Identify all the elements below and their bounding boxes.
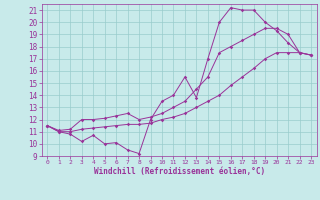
X-axis label: Windchill (Refroidissement éolien,°C): Windchill (Refroidissement éolien,°C)	[94, 167, 265, 176]
